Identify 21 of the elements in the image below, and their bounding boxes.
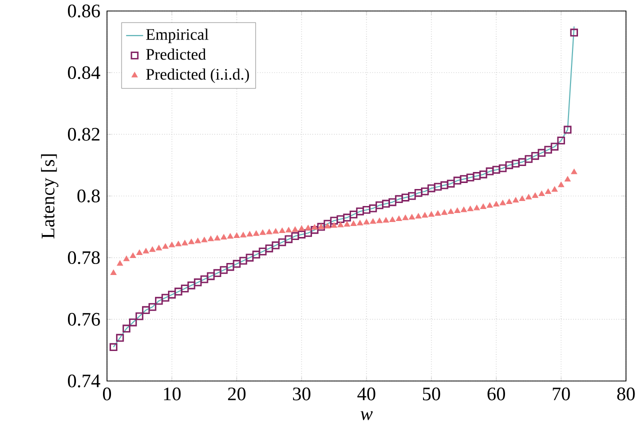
y-tick-label: 0.76 [68, 312, 100, 326]
x-tick-label: 10 [164, 388, 181, 400]
y-tick-label: 0.82 [68, 128, 100, 141]
x-axis-title: w [360, 411, 373, 420]
x-tick-label: 40 [357, 388, 376, 400]
legend-label: Predicted [146, 48, 206, 60]
legend-label: Empirical [146, 28, 208, 44]
y-tick-label: 0.84 [68, 66, 100, 80]
y-tick-label: 0.78 [68, 251, 100, 264]
legend-label: Predicted (i.i.d.) [146, 68, 249, 83]
y-tick-label: 0.74 [68, 374, 100, 388]
x-tick-label: 50 [422, 388, 440, 400]
y-axis-title: Latency [s] [41, 154, 58, 238]
y-tick-label: 0.86 [68, 4, 100, 18]
x-tick-label: 60 [488, 388, 506, 400]
y-tick-label: 0.8 [77, 190, 100, 202]
x-tick-label: 70 [552, 388, 570, 400]
x-tick-label: 20 [228, 388, 246, 400]
x-tick-label: 80 [617, 388, 635, 400]
x-tick-label: 30 [293, 388, 310, 400]
x-tick-label: 0 [102, 388, 112, 400]
